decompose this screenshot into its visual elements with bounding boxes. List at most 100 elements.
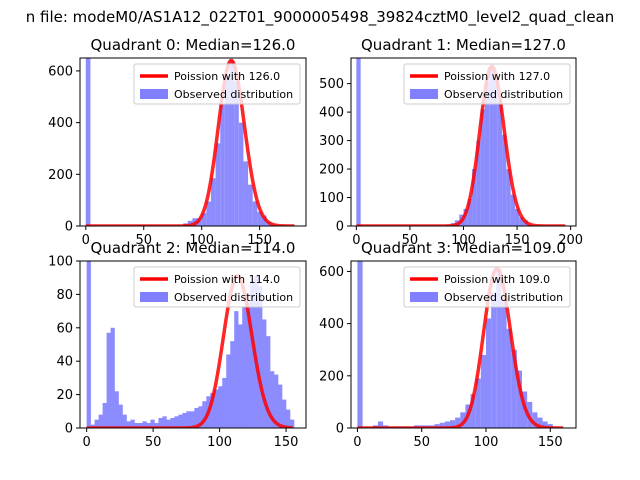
histogram-bar — [146, 422, 151, 428]
y-tick-label: 80 — [56, 288, 73, 303]
histogram-bar — [476, 140, 481, 226]
histogram-bar — [94, 419, 99, 428]
legend-box — [403, 63, 571, 105]
legend-box — [403, 266, 571, 308]
x-tick-label: 100 — [207, 435, 232, 450]
histogram-bar — [174, 416, 179, 428]
histogram-bar — [182, 412, 187, 428]
histogram-bar — [493, 77, 498, 226]
legend-bar-swatch — [410, 89, 438, 99]
y-tick-label: 0 — [65, 422, 73, 437]
observed-bars — [86, 261, 295, 428]
histogram-bar — [378, 421, 384, 428]
histogram-bar — [537, 417, 543, 428]
histogram-bar — [470, 394, 476, 428]
histogram-bar — [178, 414, 183, 428]
x-tick-label: 0 — [83, 435, 91, 450]
histogram-bar — [158, 417, 163, 428]
histogram-bar — [475, 378, 481, 428]
histogram-bar — [274, 374, 279, 428]
histogram-bar — [190, 411, 195, 428]
histogram-bar — [258, 286, 263, 428]
histogram-bar — [532, 412, 538, 428]
histogram-bar — [480, 354, 486, 428]
legend: Poission with 126.0 Observed distribution — [133, 63, 301, 105]
histogram-bar — [150, 419, 155, 428]
histogram-bar — [198, 406, 203, 428]
histogram-bar — [220, 104, 225, 226]
histogram-bar — [444, 421, 450, 428]
histogram-bar — [261, 215, 267, 226]
x-tick-label: 50 — [413, 435, 430, 450]
histogram-bar — [229, 60, 235, 226]
histogram-bar — [356, 58, 361, 226]
histogram-bar — [126, 421, 131, 428]
histogram-bar — [262, 319, 267, 428]
y-tick-label: 400 — [48, 116, 73, 131]
legend-label-poisson: Poission with 126.0 — [174, 70, 280, 83]
legend-bar-swatch — [140, 89, 168, 99]
histogram-bar — [187, 220, 193, 226]
y-tick-label: 0 — [336, 422, 344, 437]
histogram-bar — [511, 349, 517, 428]
x-tick-label: 200 — [558, 233, 583, 248]
panel-quadrant-3: 0 50 100 150 0 200 400 600 Poission with 109.0 Ob… — [319, 239, 577, 450]
legend-label-poisson: Poission with 114.0 — [174, 273, 280, 286]
y-tick-label: 300 — [319, 134, 344, 149]
histogram-bar — [248, 184, 253, 226]
histogram-bar — [138, 422, 143, 428]
y-tick-label: 0 — [65, 220, 73, 235]
histogram-bar — [106, 332, 111, 428]
x-tick-label: 100 — [451, 233, 476, 248]
histogram-bar — [142, 421, 147, 428]
legend-bar-swatch — [140, 292, 168, 302]
histogram-bar — [486, 318, 492, 428]
x-tick-label: 0 — [82, 233, 90, 248]
legend-label-observed: Observed distribution — [444, 291, 563, 304]
axes-frame — [79, 260, 307, 429]
panel-quadrant-2: 0 50 100 150 0 20 40 60 80 100 Poission with 114.0… — [48, 239, 307, 450]
histogram-bar — [102, 402, 107, 428]
histogram-bar — [214, 389, 219, 428]
legend: Poission with 127.0 Observed distribution — [403, 63, 571, 105]
y-tick-label: 0 — [336, 220, 344, 235]
y-tick-label: 500 — [319, 77, 344, 92]
x-tick-label: 50 — [402, 233, 419, 248]
axes-frame — [79, 57, 307, 227]
histogram-bar — [162, 416, 167, 428]
y-tick-label: 40 — [56, 355, 73, 370]
histogram-bar — [252, 201, 258, 226]
histogram-bar — [455, 417, 461, 428]
histogram-bar — [202, 401, 207, 428]
histogram-bar — [85, 58, 91, 226]
histogram-bar — [516, 370, 522, 428]
y-tick-label: 200 — [319, 163, 344, 178]
histogram-bar — [226, 354, 231, 428]
histogram-bar — [491, 292, 497, 428]
x-tick-label: 150 — [274, 435, 299, 450]
x-tick-label: 100 — [474, 435, 499, 450]
panel-title: Quadrant 0: Median=126.0 — [91, 36, 296, 54]
y-tick-label: 20 — [56, 388, 73, 403]
histogram-bar — [434, 424, 440, 428]
x-tick-label: 150 — [505, 233, 530, 248]
histogram-bar — [130, 419, 135, 428]
histogram-bar — [234, 81, 239, 226]
observed-bars — [85, 58, 276, 226]
histogram-bar — [506, 169, 511, 226]
y-tick-label: 600 — [319, 265, 344, 280]
histogram-bar — [134, 422, 139, 428]
histogram-bar — [154, 422, 159, 428]
poisson-curve — [85, 58, 295, 226]
histogram-bar — [290, 419, 295, 428]
histogram-bar — [122, 414, 127, 428]
panel-quadrant-0: 0 50 100 150 0 200 400 600 Poission with 126.0 Ob… — [48, 36, 307, 248]
x-tick-label: 50 — [135, 233, 152, 248]
y-tick-label: 200 — [48, 168, 73, 183]
histogram-bar — [286, 409, 291, 428]
histogram-bar — [282, 399, 287, 428]
legend-box — [133, 266, 301, 308]
histogram-bar — [238, 324, 243, 428]
legend: Poission with 109.0 Observed distribution — [403, 266, 571, 308]
histogram-bar — [86, 261, 91, 428]
